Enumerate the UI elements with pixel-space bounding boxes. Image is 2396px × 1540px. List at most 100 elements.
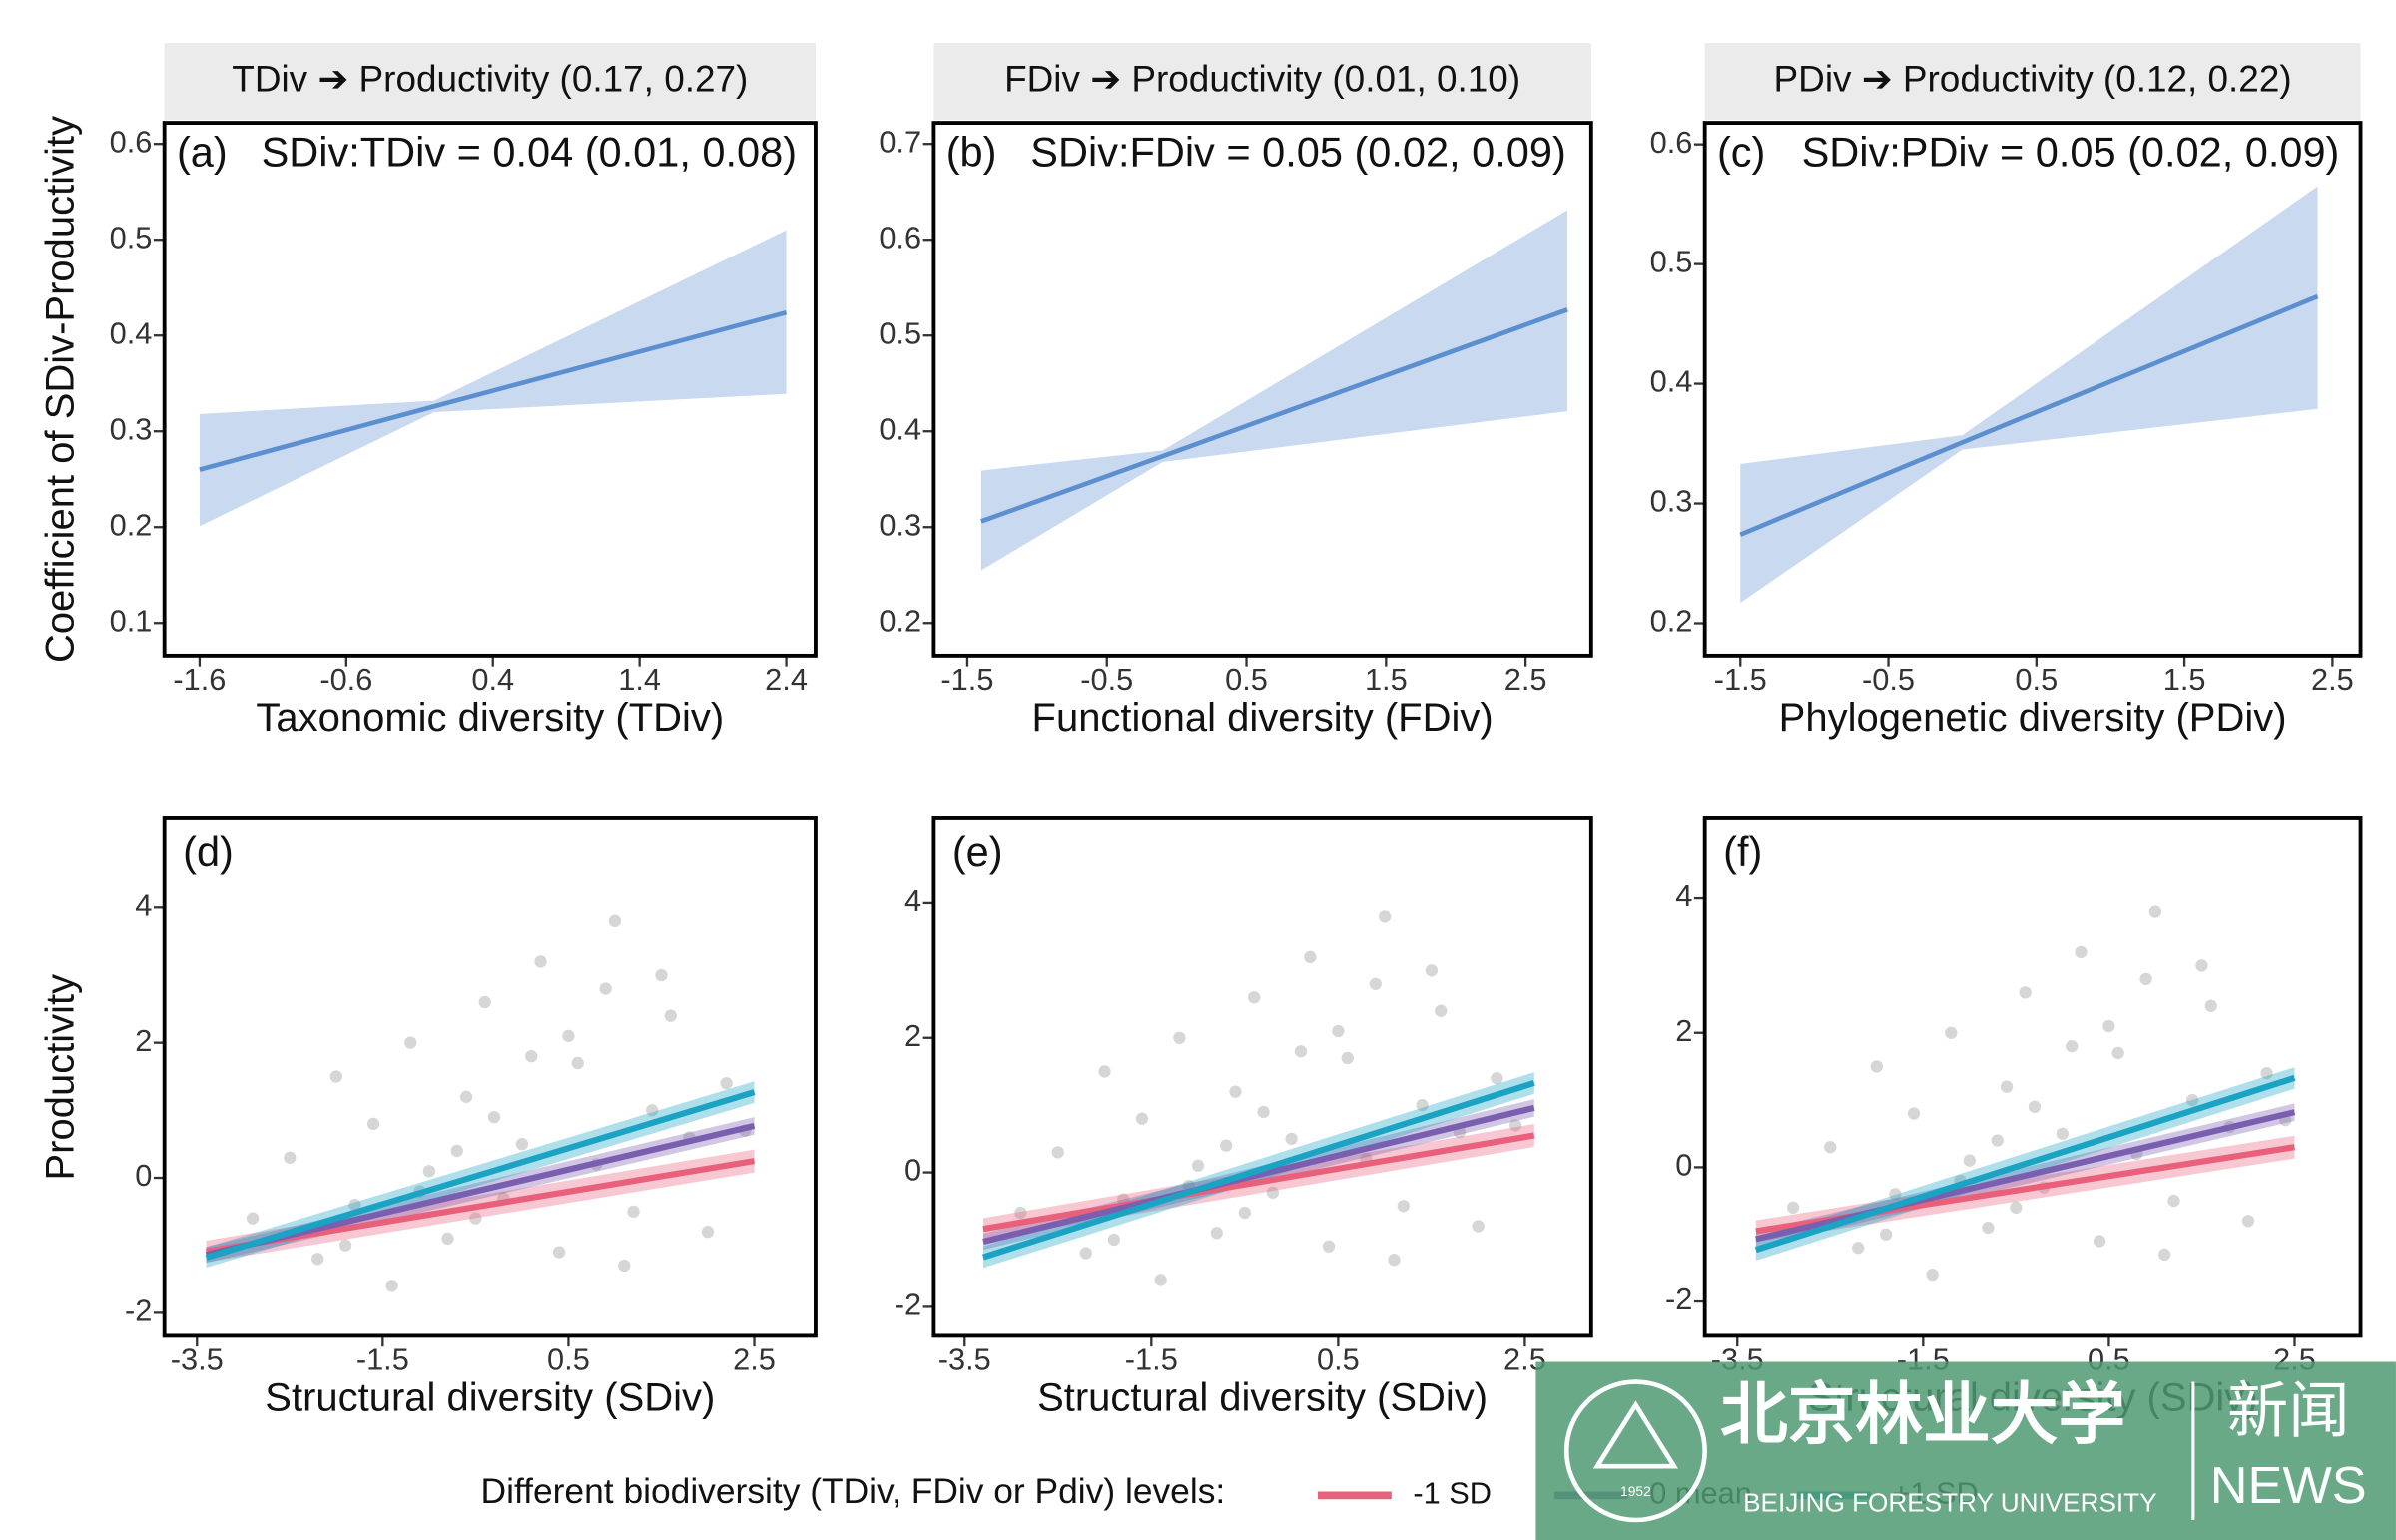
watermark-logo-mark	[1592, 1400, 1679, 1469]
panel-label: (d)	[183, 828, 234, 875]
x-tick-label: -3.5	[938, 1342, 991, 1377]
data-point	[552, 1246, 566, 1259]
data-point	[1098, 1065, 1111, 1078]
data-point	[2195, 959, 2208, 972]
x-tick-label: 0.5	[2015, 662, 2058, 697]
data-point	[1425, 964, 1439, 977]
fit-line	[205, 1089, 756, 1261]
strip-label: FDiv ➔ Productivity (0.01, 0.10)	[1004, 58, 1520, 99]
x-tick-label: 2.5	[2311, 662, 2354, 697]
data-point	[1229, 1085, 1242, 1098]
data-point	[348, 1198, 361, 1212]
data-point	[246, 1212, 260, 1225]
data-point	[2093, 1235, 2106, 1248]
data-point	[1991, 1134, 2004, 1147]
fit-line	[980, 307, 1568, 524]
data-point	[2000, 1080, 2014, 1093]
data-point	[664, 1009, 677, 1022]
data-point	[404, 1036, 417, 1049]
data-point	[2102, 1019, 2115, 1033]
data-point	[2167, 1194, 2180, 1208]
data-point	[571, 1056, 584, 1070]
x-tick-label: -1.5	[1125, 1342, 1178, 1377]
data-point	[1248, 991, 1261, 1004]
data-point	[1014, 1206, 1027, 1220]
y-tick-label: 0.4	[110, 315, 153, 350]
data-point	[2075, 945, 2088, 959]
y-tick-label: 0.2	[879, 603, 921, 638]
annotation: SDiv:PDiv = 0.05 (0.02, 0.09)	[1802, 128, 2340, 175]
x-tick-label: -1.5	[940, 662, 993, 697]
y-tick-label: -2	[125, 1293, 152, 1328]
confidence-band	[199, 230, 787, 527]
panel-border	[162, 816, 818, 1338]
data-point	[1435, 1004, 1448, 1017]
plot-area	[1754, 905, 2296, 1282]
fit-line	[205, 1122, 756, 1259]
data-point	[627, 1205, 640, 1219]
data-point	[1051, 1146, 1064, 1159]
x-axis-label: Structural diversity (SDiv)	[265, 1376, 715, 1420]
data-point	[478, 995, 491, 1009]
y-tick-label: -2	[1665, 1282, 1692, 1316]
plot-area	[205, 914, 756, 1292]
data-point	[1397, 1200, 1410, 1213]
watermark-year: 1952	[1620, 1483, 1651, 1499]
data-point	[2019, 986, 2032, 999]
data-point	[487, 1110, 501, 1124]
data-point	[1824, 1141, 1837, 1154]
data-point	[534, 955, 547, 968]
data-point	[646, 1104, 659, 1117]
strip-bg	[164, 43, 816, 120]
x-tick-label: 1.4	[618, 662, 661, 697]
data-point	[525, 1050, 538, 1063]
data-point	[1285, 1132, 1298, 1146]
data-point	[1238, 1206, 1251, 1220]
fit-line	[1754, 1074, 2296, 1254]
data-point	[1154, 1274, 1167, 1286]
data-point	[1870, 1060, 1883, 1073]
y-tick-label: 0.3	[879, 507, 921, 542]
data-point	[1210, 1227, 1223, 1240]
data-point	[1472, 1220, 1485, 1233]
data-point	[422, 1165, 436, 1178]
fit-line	[199, 309, 788, 472]
confidence-band	[980, 210, 1568, 571]
y-tick-label: 0.6	[879, 220, 921, 255]
data-point	[1786, 1201, 1800, 1214]
x-tick-label: 0.5	[1225, 662, 1268, 697]
y-tick-label: 2	[1675, 1013, 1692, 1048]
data-point	[1173, 1031, 1186, 1044]
data-point	[1907, 1107, 1921, 1120]
x-axis-label: Functional diversity (FDiv)	[1032, 696, 1494, 740]
x-axis-label: Phylogenetic diversity (PDiv)	[1779, 696, 2287, 740]
data-point	[1191, 1159, 1205, 1172]
x-tick-label: 0.5	[1317, 1342, 1360, 1377]
y-tick-label: 0	[1675, 1148, 1692, 1183]
data-point	[1079, 1247, 1093, 1260]
y-tick-label: 4	[904, 883, 921, 918]
data-point	[385, 1280, 398, 1292]
watermark-name-cn: 北京林业大学	[1720, 1374, 2125, 1454]
fit-line	[982, 1104, 1535, 1246]
data-point	[311, 1253, 324, 1266]
strip-bg	[933, 43, 1591, 120]
x-axis-label: Taxonomic diversity (TDiv)	[256, 696, 724, 740]
x-tick-label: -3.5	[171, 1342, 224, 1377]
data-point	[338, 1239, 352, 1252]
y-tick-label: 4	[1675, 878, 1692, 913]
x-tick-label: 0.5	[547, 1342, 590, 1377]
plot-area	[982, 910, 1535, 1286]
fit-line	[1755, 1109, 2296, 1243]
data-point	[1332, 1024, 1345, 1038]
y-tick-label: 0.3	[1650, 484, 1693, 519]
data-point	[515, 1138, 529, 1151]
watermark-tag-cn: 新闻	[2227, 1377, 2350, 1446]
data-point	[1416, 1099, 1429, 1112]
panel: -2 0 2 4 -3.5 -1.5 0.5 2.5 Structural diversity …	[39, 816, 818, 1420]
data-point	[284, 1151, 297, 1164]
y-tick-label: 2	[904, 1018, 921, 1053]
data-point	[1135, 1112, 1149, 1125]
x-tick-label: 1.5	[1365, 662, 1408, 697]
